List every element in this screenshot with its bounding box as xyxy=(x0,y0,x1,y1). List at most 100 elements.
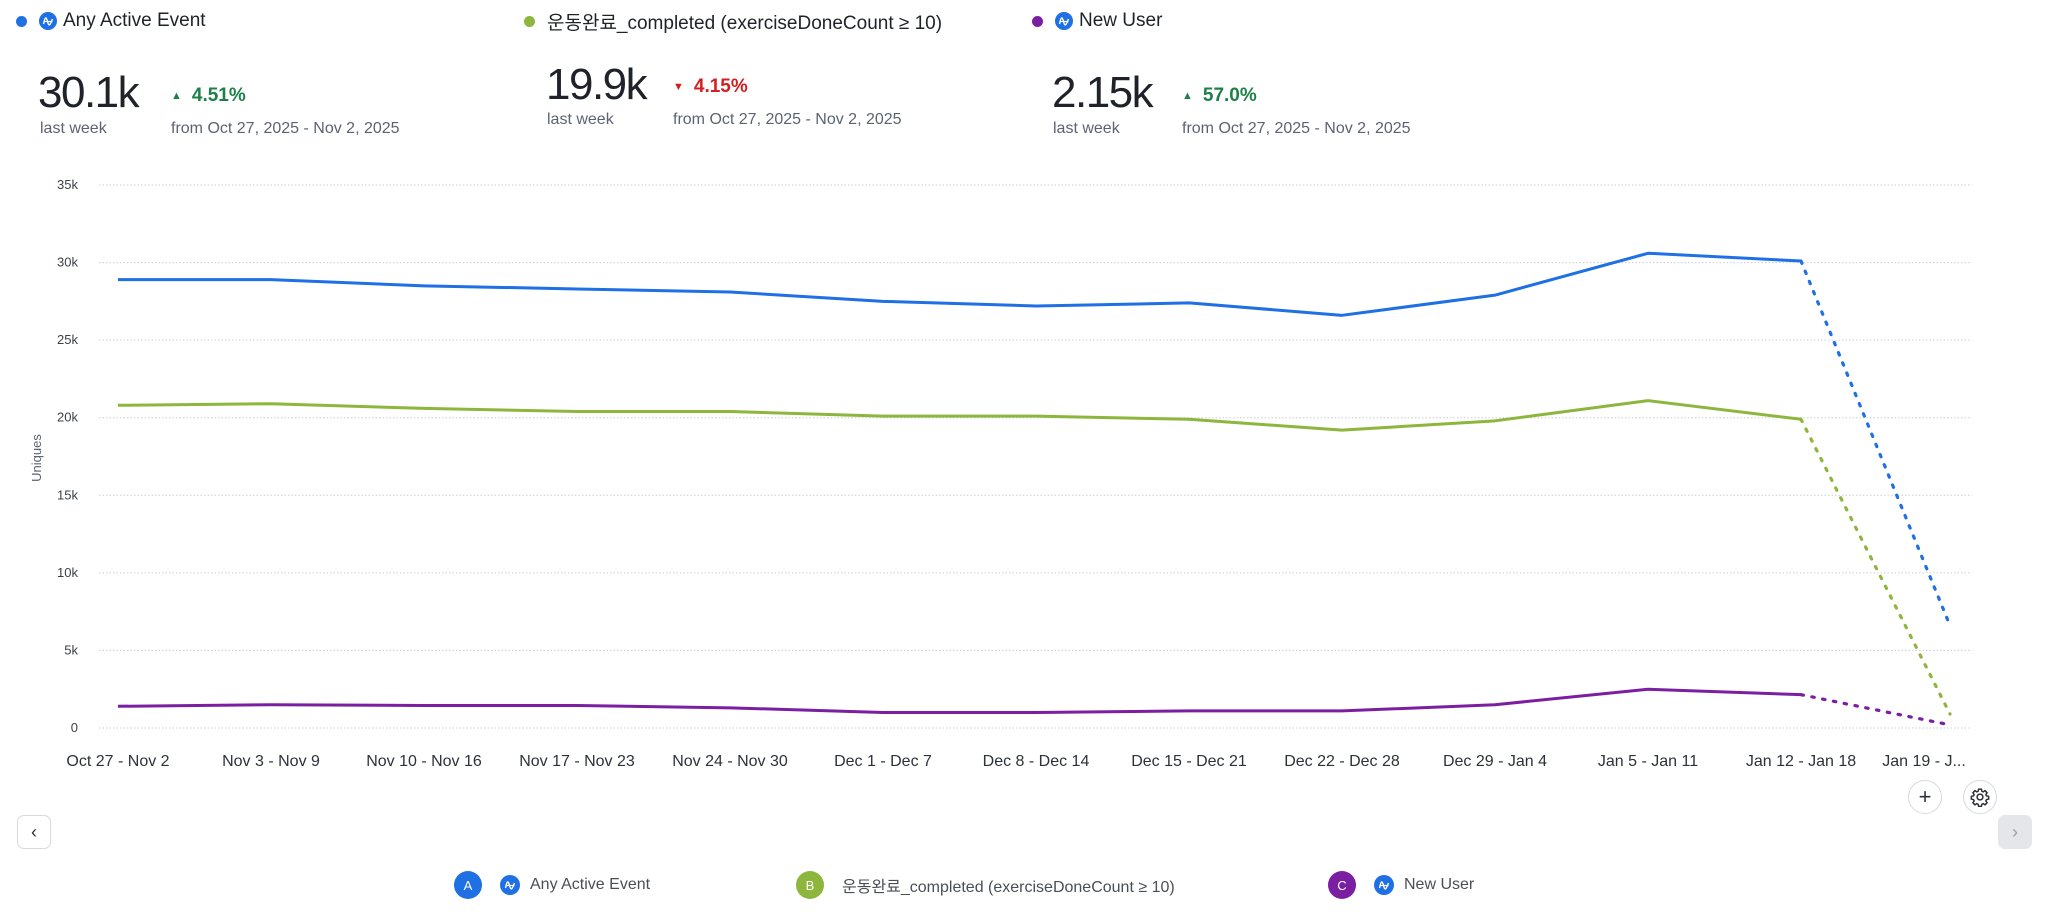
metric-change: ▲ 4.51% xyxy=(171,85,246,107)
y-tick-label: 5k xyxy=(64,642,78,657)
metric-legend[interactable]: 운동완료_completed (exerciseDoneCount ≥ 10) xyxy=(524,8,942,35)
x-tick-label: Dec 1 - Dec 7 xyxy=(834,753,932,770)
y-axis: 0 5k 10k 15k 20k 25k 30k 35k xyxy=(57,177,78,735)
data-point[interactable] xyxy=(1642,683,1654,695)
data-point[interactable] xyxy=(571,406,583,418)
data-point[interactable] xyxy=(1030,410,1042,422)
data-point[interactable] xyxy=(1944,620,1956,632)
data-point[interactable] xyxy=(1336,309,1348,321)
data-point[interactable] xyxy=(1795,413,1807,425)
x-tick-label: Dec 22 - Dec 28 xyxy=(1284,753,1400,770)
data-point[interactable] xyxy=(1944,719,1956,731)
data-point[interactable] xyxy=(724,406,736,418)
series-projection-line[interactable] xyxy=(1799,417,1952,716)
x-tick-label: Dec 15 - Dec 21 xyxy=(1131,753,1247,770)
data-point[interactable] xyxy=(1642,247,1654,259)
metric-label: New User xyxy=(1079,10,1163,31)
data-point[interactable] xyxy=(1183,705,1195,717)
add-button[interactable]: + xyxy=(1908,780,1942,814)
amplitude-event-icon xyxy=(1374,875,1394,895)
data-point[interactable] xyxy=(1030,706,1042,718)
series-1 xyxy=(112,247,1956,632)
data-point[interactable] xyxy=(265,274,277,286)
data-point[interactable] xyxy=(724,702,736,714)
data-point[interactable] xyxy=(418,700,430,712)
data-point[interactable] xyxy=(1944,708,1956,720)
arrow-down-icon: ▼ xyxy=(673,81,684,93)
legend-label: New User xyxy=(1404,876,1475,893)
chevron-right-icon: › xyxy=(2012,821,2018,842)
legend-label: 운동완료_completed (exerciseDoneCount ≥ 10) xyxy=(842,879,1175,896)
x-tick-label: Nov 24 - Nov 30 xyxy=(672,753,788,770)
gear-icon xyxy=(1970,788,1990,807)
metric-change-value: 57.0% xyxy=(1202,85,1257,106)
amplitude-event-icon xyxy=(1055,12,1073,30)
arrow-up-icon: ▲ xyxy=(1182,90,1193,102)
x-tick-label: Oct 27 - Nov 2 xyxy=(66,753,169,770)
data-point[interactable] xyxy=(1795,689,1807,701)
y-tick-label: 35k xyxy=(57,177,78,192)
data-point[interactable] xyxy=(112,399,124,411)
metric-change-value: 4.51% xyxy=(191,85,246,106)
scroll-right-button[interactable]: › xyxy=(1998,815,2032,849)
metric-legend[interactable]: New User xyxy=(1032,10,1162,32)
legend-item-c[interactable]: C New User xyxy=(1328,871,1474,899)
series-color-dot xyxy=(16,15,27,27)
data-point[interactable] xyxy=(877,706,889,718)
grid-layer xyxy=(99,184,1972,729)
metric-comparison: from Oct 27, 2025 - Nov 2, 2025 xyxy=(1182,120,1411,137)
data-point[interactable] xyxy=(1489,289,1501,301)
metric-change-value: 4.15% xyxy=(693,76,748,97)
data-point[interactable] xyxy=(418,280,430,292)
data-point[interactable] xyxy=(112,274,124,286)
amplitude-event-icon xyxy=(39,12,57,30)
legend-item-b[interactable]: B 운동완료_completed (exerciseDoneCount ≥ 10… xyxy=(796,871,1175,899)
data-point[interactable] xyxy=(112,700,124,712)
series-line[interactable] xyxy=(117,687,1802,714)
data-point[interactable] xyxy=(265,699,277,711)
legend-item-a[interactable]: A Any Active Event xyxy=(454,871,650,899)
metric-period-label: last week xyxy=(40,120,107,137)
series-badge: C xyxy=(1328,871,1356,899)
data-point[interactable] xyxy=(571,700,583,712)
data-point[interactable] xyxy=(571,283,583,295)
data-point[interactable] xyxy=(724,286,736,298)
x-tick-label: Jan 12 - Jan 18 xyxy=(1746,753,1856,770)
data-point[interactable] xyxy=(265,398,277,410)
data-point[interactable] xyxy=(1183,413,1195,425)
series-line[interactable] xyxy=(118,251,1802,317)
series-projection-line[interactable] xyxy=(1799,259,1952,628)
settings-button[interactable] xyxy=(1963,780,1997,814)
x-tick-label: Dec 29 - Jan 4 xyxy=(1443,753,1547,770)
data-point[interactable] xyxy=(1183,297,1195,309)
x-tick-label: Dec 8 - Dec 14 xyxy=(983,753,1090,770)
metric-period-label: last week xyxy=(547,111,614,128)
y-tick-label: 15k xyxy=(57,487,78,502)
series-line[interactable] xyxy=(117,399,1802,432)
series-layer xyxy=(112,247,1956,731)
x-axis: Oct 27 - Nov 2 Nov 3 - Nov 9 Nov 10 - Nov … xyxy=(66,753,1965,770)
series-3 xyxy=(112,683,1956,731)
amplitude-event-icon xyxy=(500,875,520,895)
data-point[interactable] xyxy=(1489,415,1501,427)
series-color-dot xyxy=(524,16,535,27)
data-point[interactable] xyxy=(1336,705,1348,717)
y-tick-label: 30k xyxy=(57,255,78,270)
data-point[interactable] xyxy=(1030,300,1042,312)
data-point[interactable] xyxy=(1795,255,1807,267)
data-point[interactable] xyxy=(1336,424,1348,436)
metric-legend[interactable]: Any Active Event xyxy=(16,10,206,32)
data-point[interactable] xyxy=(877,410,889,422)
series-projection-line[interactable] xyxy=(1799,693,1952,727)
metric-period-label: last week xyxy=(1053,120,1120,137)
chevron-left-icon: ‹ xyxy=(31,821,37,842)
y-tick-label: 25k xyxy=(57,332,78,347)
data-point[interactable] xyxy=(1489,699,1501,711)
data-point[interactable] xyxy=(418,402,430,414)
data-point[interactable] xyxy=(877,295,889,307)
y-tick-label: 0 xyxy=(71,720,78,735)
data-point[interactable] xyxy=(1642,395,1654,407)
scroll-left-button[interactable]: ‹ xyxy=(17,815,51,849)
x-tick-label: Jan 5 - Jan 11 xyxy=(1598,753,1698,770)
